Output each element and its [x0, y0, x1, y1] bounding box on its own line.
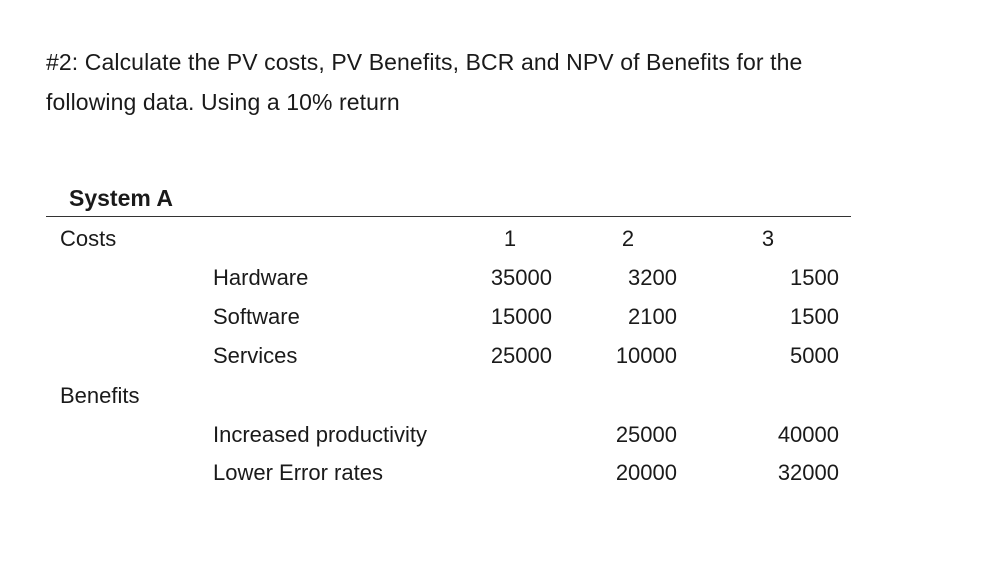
costs-section-label: Costs — [60, 226, 117, 251]
software-year-2: 2100 — [628, 304, 677, 329]
software-year-3: 1500 — [790, 304, 839, 329]
increased-productivity-year-3: 40000 — [777, 422, 839, 447]
year-header-3: 3 — [761, 226, 775, 251]
services-year-2: 10000 — [615, 343, 677, 368]
row-label-increased-productivity: Increased productivity — [213, 422, 427, 447]
problem-statement: #2: Calculate the PV costs, PV Benefits,… — [46, 42, 946, 122]
row-label-software: Software — [213, 304, 300, 329]
hardware-year-2: 3200 — [628, 265, 677, 290]
lower-error-rates-year-2: 20000 — [615, 460, 677, 485]
software-year-1: 15000 — [490, 304, 552, 329]
row-label-hardware: Hardware — [213, 265, 309, 290]
lower-error-rates-year-3: 32000 — [777, 460, 839, 485]
row-label-services: Services — [213, 343, 298, 368]
hardware-year-1: 35000 — [490, 265, 552, 290]
hardware-year-3: 1500 — [790, 265, 839, 290]
table-top-rule — [46, 216, 851, 217]
year-header-1: 1 — [503, 226, 517, 251]
increased-productivity-year-2: 25000 — [615, 422, 677, 447]
system-title: System A — [69, 185, 173, 211]
year-header-2: 2 — [621, 226, 635, 251]
services-year-3: 5000 — [790, 343, 839, 368]
row-label-lower-error-rates: Lower Error rates — [213, 460, 383, 485]
problem-statement-line-2: following data. Using a 10% return — [46, 89, 400, 115]
problem-statement-line-1: #2: Calculate the PV costs, PV Benefits,… — [46, 49, 803, 75]
benefits-section-label: Benefits — [60, 383, 140, 408]
services-year-1: 25000 — [490, 343, 552, 368]
